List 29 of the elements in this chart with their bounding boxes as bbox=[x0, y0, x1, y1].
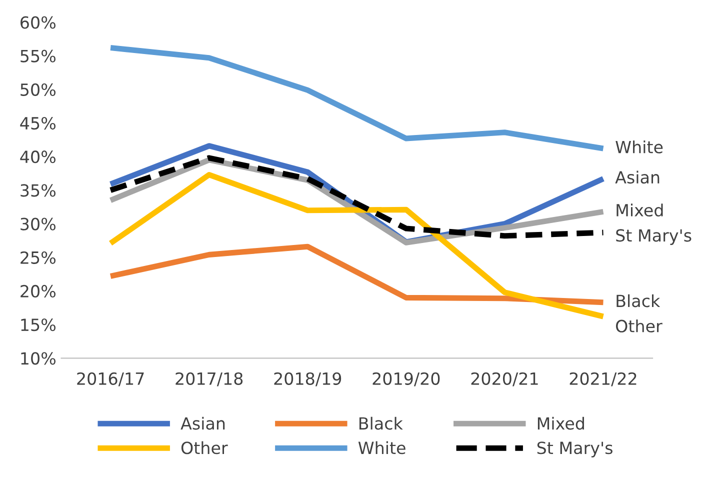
y-tick-label: 25% bbox=[20, 251, 56, 264]
y-tick-label: 40% bbox=[20, 150, 56, 164]
x-tick-label: 2020/21 bbox=[471, 372, 538, 386]
legend-label: St Mary's bbox=[537, 442, 612, 458]
y-tick-label: 55% bbox=[20, 50, 56, 62]
text: Other bbox=[616, 320, 662, 332]
y-tick-label: 30% bbox=[20, 218, 56, 230]
x-tick-label: 2016/17 bbox=[77, 372, 144, 386]
text: Asian bbox=[615, 170, 660, 184]
legend-label: Asian bbox=[180, 416, 225, 430]
y-tick-label: 10% bbox=[21, 352, 56, 365]
x-tick-label: 2017/18 bbox=[176, 372, 243, 386]
x-tick-label: 2021/22 bbox=[570, 372, 636, 386]
y-tick-label: 45% bbox=[20, 116, 56, 130]
y-tick-label: 15% bbox=[21, 318, 56, 332]
y-tick-label: 60% bbox=[20, 16, 56, 29]
text: St Mary's bbox=[616, 229, 692, 245]
text: White bbox=[616, 140, 663, 154]
text: Mixed bbox=[616, 204, 663, 217]
x-tick-label: 2018/19 bbox=[274, 372, 342, 386]
legend-label: White bbox=[358, 441, 406, 454]
legend-label: Black bbox=[359, 416, 403, 430]
text: Black bbox=[616, 294, 660, 308]
y-tick-label: 35% bbox=[20, 184, 56, 197]
y-tick-label: 50% bbox=[20, 83, 56, 96]
y-tick-label: 20% bbox=[20, 284, 56, 298]
legend-label: Mixed bbox=[538, 416, 584, 430]
x-tick-label: 2019/20 bbox=[372, 372, 440, 386]
legend-label: Other bbox=[181, 441, 228, 454]
